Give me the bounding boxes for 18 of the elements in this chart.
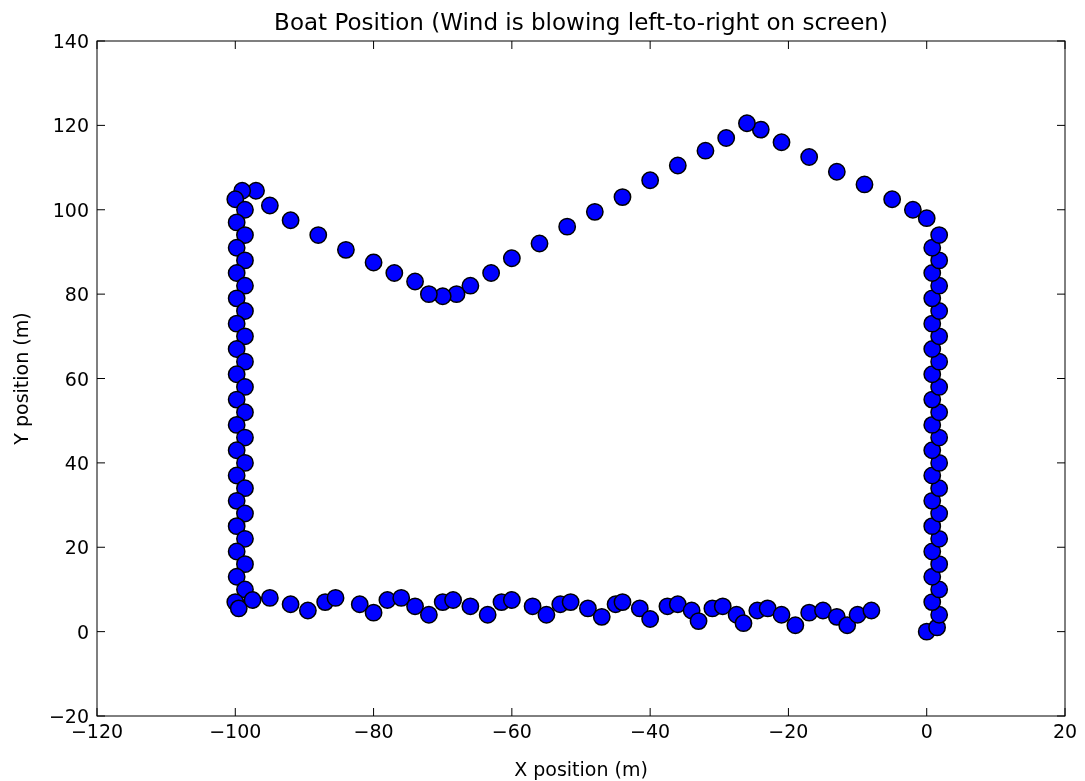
chart-title: Boat Position (Wind is blowing left-to-right on screen) [274, 9, 888, 35]
y-tick-label: 140 [52, 30, 89, 52]
y-tick-label: 0 [76, 620, 89, 643]
x-tick-label: −80 [353, 720, 394, 742]
x-axis-title: X position (m) [514, 758, 648, 780]
y-axis-title: Y position (m) [10, 312, 32, 446]
x-tick-label: 20 [1052, 720, 1078, 742]
y-tick-label: 60 [64, 367, 89, 390]
x-tick-label: −40 [630, 720, 671, 742]
y-tick-label: 40 [64, 451, 89, 474]
x-tick-label: −60 [491, 720, 532, 742]
x-tick-label: −100 [209, 720, 262, 742]
y-tick-label: 120 [52, 114, 89, 137]
y-tick-label: 80 [64, 283, 89, 306]
x-tick-label: 0 [920, 720, 933, 742]
y-tick-label: 20 [64, 536, 89, 559]
y-tick-label: 100 [52, 198, 89, 221]
x-tick-label: −20 [768, 720, 809, 742]
